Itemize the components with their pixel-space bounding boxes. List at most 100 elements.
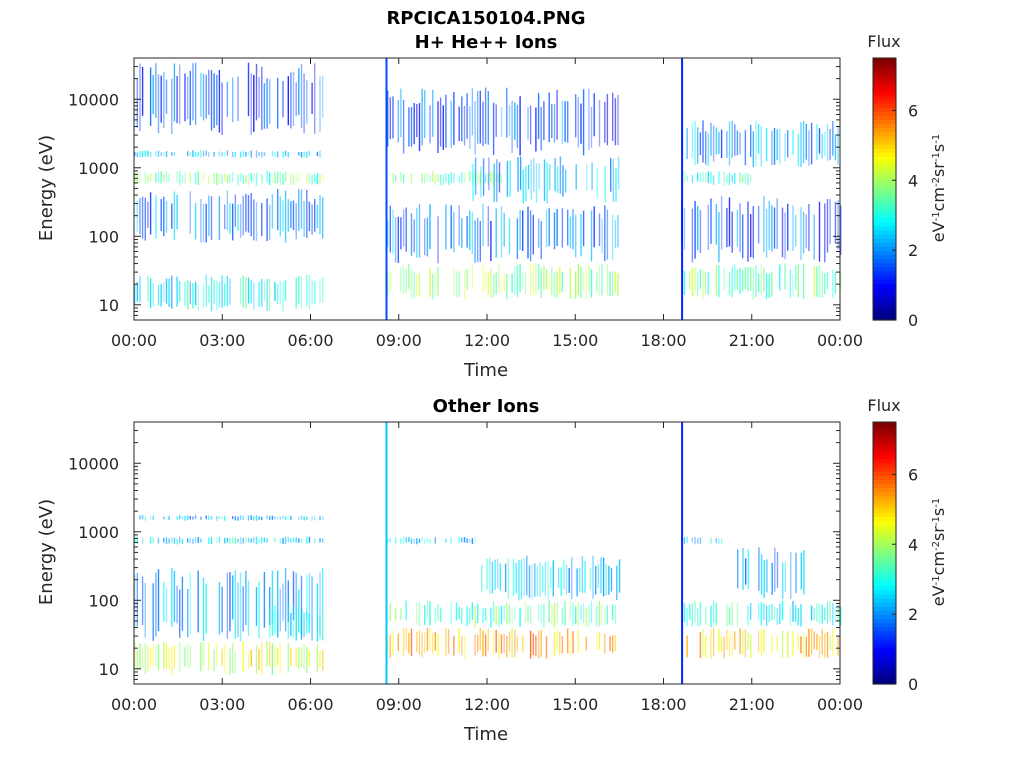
flux-stripe [515, 563, 517, 594]
flux-stripe [181, 576, 184, 631]
colorbar-segment [873, 242, 896, 247]
flux-stripe [539, 561, 541, 597]
flux-stripe [472, 163, 474, 201]
flux-stripe [458, 536, 460, 543]
flux-stripe [469, 171, 471, 182]
flux-stripe [418, 630, 421, 655]
flux-stripe [618, 559, 621, 593]
flux-stripe [547, 560, 549, 600]
flux-stripe [311, 576, 313, 641]
flux-stripe [394, 217, 397, 263]
flux-stripe [837, 636, 839, 656]
flux-stripe [247, 277, 250, 304]
flux-stripe [245, 537, 247, 544]
flux-stripe [434, 174, 436, 186]
colorbar-segment [873, 528, 896, 534]
flux-stripe [216, 173, 218, 186]
flux-stripe [255, 202, 258, 241]
flux-stripe [795, 264, 797, 290]
flux-stripe [165, 171, 168, 183]
flux-stripe [606, 93, 609, 146]
flux-stripe [532, 633, 534, 655]
flux-stripe [224, 204, 226, 230]
flux-stripe [596, 605, 598, 627]
flux-stripe [287, 537, 289, 543]
flux-stripe [314, 516, 316, 521]
flux-stripe [279, 588, 281, 632]
flux-stripe [816, 266, 818, 297]
flux-stripe [779, 264, 781, 291]
flux-stripe [173, 537, 176, 544]
colorbar-tick-label: 0 [908, 311, 918, 330]
flux-stripe [760, 629, 762, 656]
flux-stripe [413, 103, 415, 145]
flux-stripe [139, 198, 141, 235]
flux-band [134, 274, 324, 312]
flux-stripe [316, 151, 319, 157]
flux-stripe [284, 280, 287, 301]
flux-stripe [163, 72, 165, 128]
x-tick-label: 18:00 [640, 695, 686, 714]
flux-stripe [210, 70, 213, 131]
flux-stripe [802, 263, 805, 299]
flux-stripe [612, 92, 614, 141]
flux-stripe [277, 570, 279, 638]
flux-stripe [400, 217, 402, 250]
flux-stripe [728, 172, 731, 186]
flux-band [269, 603, 324, 641]
flux-stripe [705, 172, 707, 182]
flux-stripe [787, 631, 789, 658]
flux-stripe [840, 607, 842, 626]
flux-stripe [163, 174, 165, 182]
colorbar-segment [873, 667, 896, 673]
flux-stripe [274, 537, 276, 543]
flux-stripe [432, 273, 434, 300]
colorbar-segment [873, 168, 896, 174]
flux-stripe [208, 151, 210, 157]
flux-stripe [229, 648, 231, 675]
colorbar-segment [873, 90, 896, 96]
flux-stripe [710, 122, 712, 156]
flux-stripe [556, 271, 558, 298]
flux-stripe [771, 271, 773, 297]
colorbar-segment [873, 189, 896, 194]
flux-stripe [300, 647, 303, 668]
flux-stripe [455, 270, 458, 298]
flux-stripe [707, 271, 709, 295]
flux-stripe [279, 280, 281, 305]
flux-stripe [720, 636, 723, 652]
flux-stripe [314, 199, 316, 232]
flux-band [681, 263, 842, 300]
flux-stripe [176, 516, 178, 520]
flux-stripe [776, 636, 778, 651]
flux-stripe [287, 151, 289, 158]
flux-stripe [300, 575, 303, 640]
flux-stripe [429, 538, 431, 544]
flux-stripe [253, 516, 255, 521]
flux-stripe [506, 161, 509, 197]
flux-stripe [173, 152, 176, 156]
flux-stripe [155, 645, 157, 666]
flux-stripe [424, 173, 426, 184]
flux-stripe [292, 200, 295, 230]
flux-stripe [813, 266, 815, 298]
flux-stripe [489, 557, 491, 594]
flux-stripe [559, 156, 562, 194]
flux-stripe [606, 605, 609, 625]
flux-stripe [432, 171, 434, 182]
flux-stripe [561, 272, 564, 293]
flux-stripe [702, 270, 704, 299]
flux-stripe [136, 152, 138, 158]
flux-stripe [736, 130, 739, 156]
flux-stripe [139, 276, 141, 303]
colorbar-title: Flux [867, 396, 900, 415]
flux-stripe [306, 516, 308, 520]
flux-stripe [155, 195, 157, 239]
flux-stripe [144, 150, 146, 157]
flux-stripe [171, 151, 173, 156]
flux-stripe [194, 537, 197, 544]
x-tick-label: 09:00 [376, 695, 422, 714]
flux-stripe [306, 80, 308, 124]
flux-stripe [773, 207, 776, 249]
flux-stripe [694, 600, 696, 624]
